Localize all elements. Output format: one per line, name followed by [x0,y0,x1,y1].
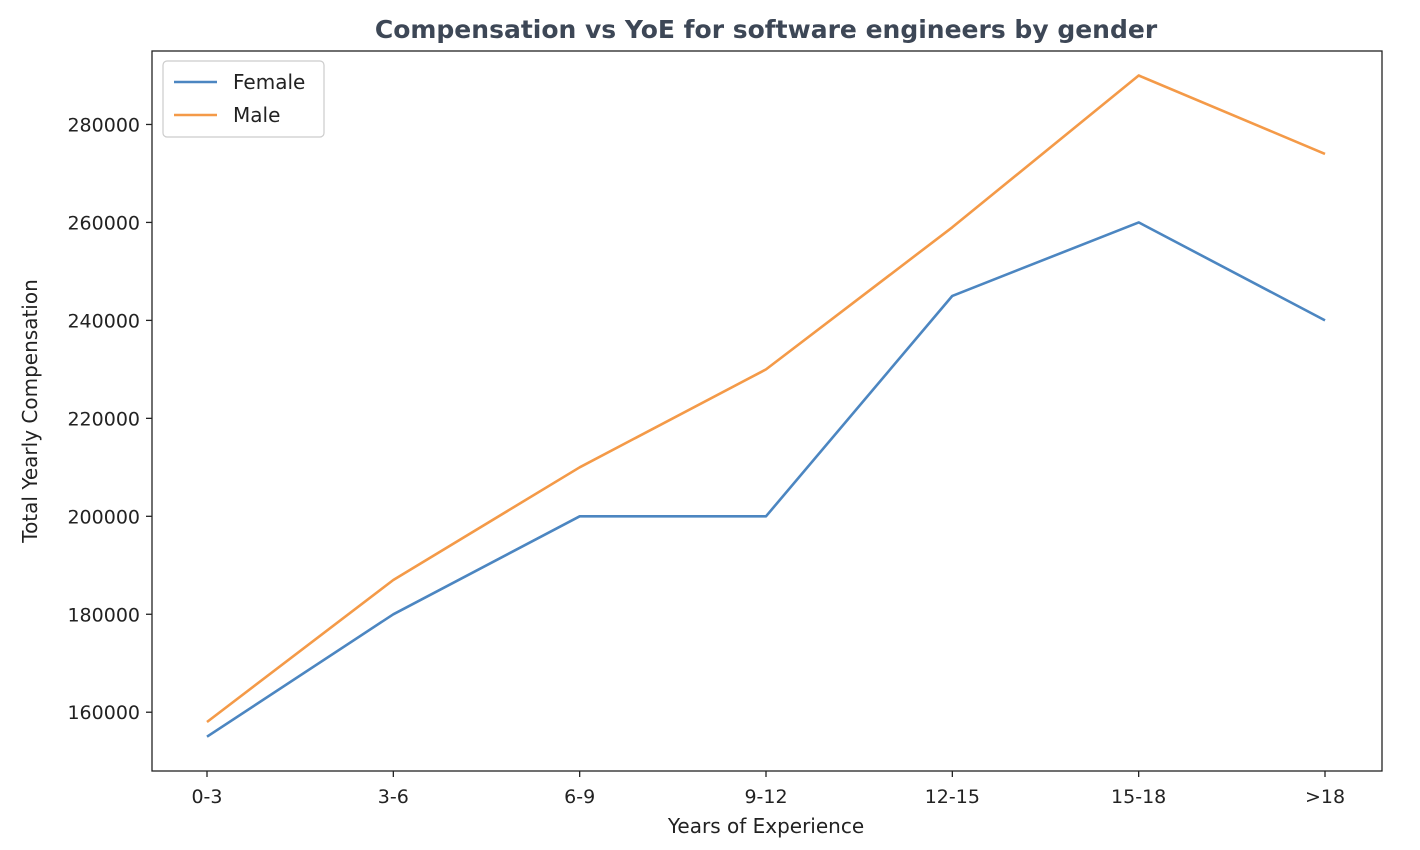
x-tick-label: 12-15 [925,786,980,808]
legend-box [162,60,325,138]
y-tick-label: 160000 [67,702,140,724]
y-tick-label: 240000 [67,310,140,332]
legend-label-male: Male [233,103,280,127]
y-tick-label: 260000 [67,212,140,234]
series-group [206,74,1326,738]
chart-title: Compensation vs YoE for software enginee… [375,15,1158,44]
x-axis-label: Years of Experience [667,814,864,838]
x-tick-label: 6-9 [564,786,595,808]
x-tick-label: 3-6 [378,786,409,808]
y-axis: 160000 180000 200000 220000 240000 260000 2800… [67,114,152,724]
x-tick-label: 15-18 [1111,786,1166,808]
y-tick-label: 200000 [67,506,140,528]
y-tick-label: 220000 [67,408,140,430]
y-axis-label: Total Yearly Compensation [18,279,42,544]
x-tick-label: 9-12 [744,786,787,808]
legend: Female Male [162,60,325,138]
legend-label-female: Female [233,70,305,94]
series-line-female [206,221,1326,738]
x-tick-label: >18 [1305,786,1345,808]
x-axis: 0-3 3-6 6-9 9-12 12-15 15-18 >18 [191,771,1345,808]
x-tick-label: 0-3 [191,786,222,808]
plot-area-frame [151,50,1383,772]
y-tick-label: 280000 [67,114,140,136]
y-tick-label: 180000 [67,604,140,626]
